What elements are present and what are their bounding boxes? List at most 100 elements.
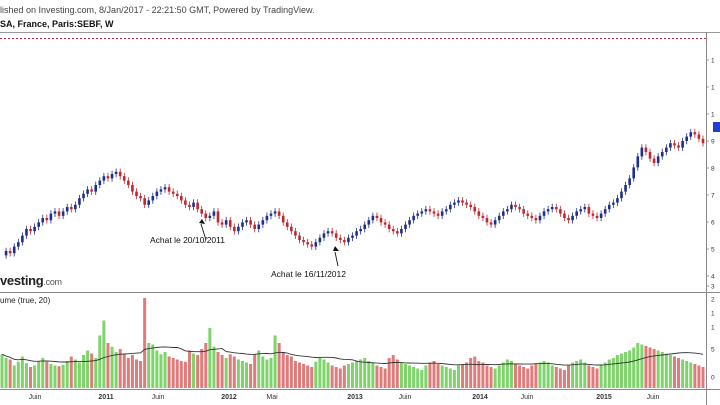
volume-bar: [509, 361, 513, 388]
volume-bar: [375, 365, 379, 388]
volume-bar: [322, 359, 326, 388]
candle: [400, 225, 403, 237]
candle-body: [159, 189, 163, 192]
candle-body: [652, 158, 656, 163]
candle: [542, 208, 546, 220]
candle-body: [383, 222, 387, 225]
volume-bar: [273, 335, 277, 388]
candle: [587, 203, 591, 217]
volume-bar: [330, 365, 334, 388]
candle-body: [167, 187, 171, 192]
candle: [261, 216, 265, 228]
candle-body: [616, 198, 619, 203]
candle-body: [453, 202, 456, 205]
volume-tick-label: 1: [711, 325, 715, 332]
volume-tick-label: 2: [711, 297, 715, 304]
volume-bar: [363, 358, 367, 388]
volume-bar: [24, 363, 28, 388]
candle: [302, 236, 305, 246]
candle-body: [310, 244, 314, 247]
candle: [620, 188, 623, 202]
price-tick-label: 3: [711, 284, 715, 291]
candle: [69, 203, 73, 213]
volume-bar: [86, 350, 90, 388]
volume-bar: [110, 346, 114, 388]
volume-bar: [685, 361, 689, 388]
candle-body: [501, 211, 505, 216]
volume-bar: [159, 354, 163, 388]
candle-body: [620, 191, 623, 199]
price-tick-label: 9: [711, 139, 715, 146]
volume-bar: [90, 353, 94, 388]
candle: [567, 214, 570, 224]
volume-bar: [155, 350, 159, 388]
candle-body: [102, 176, 106, 181]
candle-body: [12, 246, 16, 254]
logo-text: vesting: [0, 273, 44, 288]
candle-body: [110, 174, 114, 179]
candle: [273, 208, 277, 217]
volume-bar: [595, 368, 599, 388]
volume-bar: [416, 368, 420, 388]
candle-body: [436, 213, 440, 216]
volume-bar: [114, 352, 118, 388]
time-tick-label: 2014: [472, 394, 488, 401]
volume-bar: [546, 362, 550, 388]
volume-bar: [652, 349, 656, 388]
candle: [375, 212, 379, 222]
candle: [131, 181, 134, 195]
candle-body: [355, 231, 358, 236]
volume-bar: [485, 365, 489, 388]
volume-bar: [444, 367, 448, 388]
candle-body: [648, 152, 652, 159]
time-tick-label: Mai: [266, 394, 278, 401]
candle: [78, 194, 81, 209]
volume-bar: [436, 364, 440, 388]
candle-body: [118, 171, 122, 177]
candle-body: [45, 218, 49, 221]
candle-body: [233, 226, 236, 232]
candle: [396, 227, 399, 237]
volume-bar: [693, 364, 697, 388]
candle: [29, 225, 32, 235]
candle: [17, 238, 20, 250]
candle: [656, 153, 660, 167]
volume-bar: [102, 320, 106, 388]
candle: [371, 212, 375, 224]
candle: [673, 139, 676, 149]
candle: [94, 181, 98, 195]
volume-bar: [310, 367, 314, 388]
volume-bar: [122, 354, 126, 388]
volume-bar: [306, 365, 310, 388]
chart-header: lished on Investing.com, 8/Jan/2017 - 22…: [0, 0, 720, 34]
volume-bar: [395, 359, 399, 388]
candle: [677, 142, 680, 151]
candle: [416, 210, 420, 220]
candle-body: [143, 198, 146, 205]
volume-bar: [587, 365, 591, 388]
candle-body: [212, 211, 216, 216]
candle-body: [660, 152, 664, 157]
volume-bar: [367, 361, 371, 388]
candle-body: [330, 231, 334, 234]
volume-bar: [41, 358, 45, 388]
candle-body: [171, 191, 175, 194]
candle-body: [347, 237, 350, 243]
volume-bar: [175, 359, 179, 388]
candle-body: [53, 211, 57, 214]
candle-body: [457, 200, 460, 203]
volume-bar: [542, 361, 546, 388]
candle-body: [693, 132, 697, 135]
candle-body: [306, 242, 309, 245]
candle: [457, 197, 460, 206]
candle: [526, 210, 530, 220]
candle: [139, 192, 142, 202]
volume-bar: [204, 343, 208, 388]
candle: [518, 203, 521, 213]
candle: [290, 223, 293, 235]
candle: [538, 212, 542, 224]
volume-bar: [143, 298, 147, 388]
candle: [57, 208, 61, 220]
candle: [180, 192, 183, 204]
